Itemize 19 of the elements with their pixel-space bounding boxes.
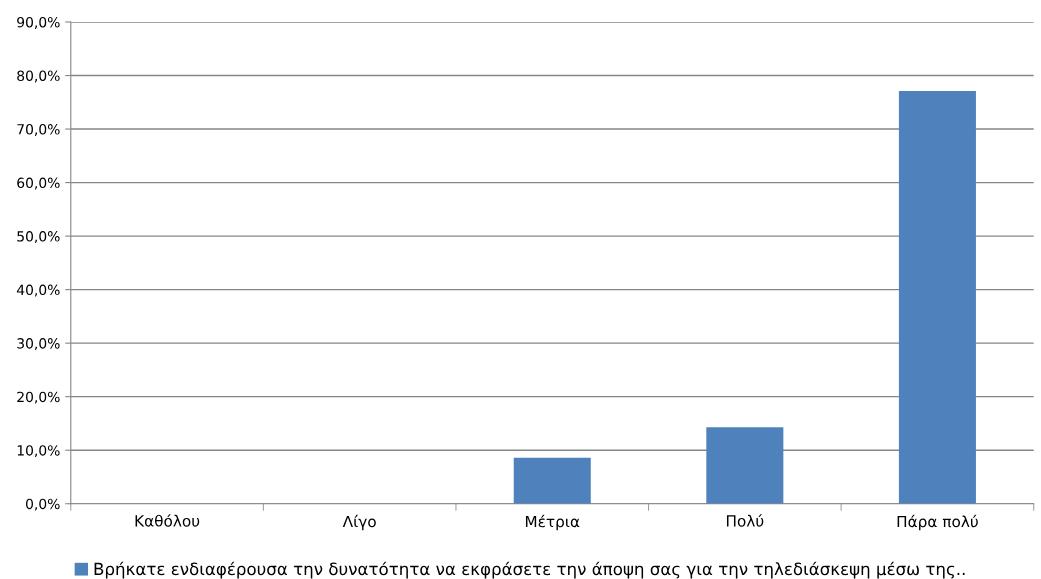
x-tick-label: Πολύ	[726, 514, 764, 527]
y-tick-label: 10,0%	[17, 445, 60, 458]
y-tick-label: 30,0%	[17, 338, 60, 351]
y-tick-label: 90,0%	[17, 16, 60, 29]
bar	[898, 91, 976, 504]
x-tick-label: Καθόλου	[135, 514, 200, 527]
y-tick-label: 60,0%	[17, 177, 60, 190]
legend-label: Βρήκατε ενδιαφέρουσα την δυνατότητα να εκφράσετε την άποψη σας για την τηλεδιάσκεψη μέσω της..	[94, 561, 965, 579]
y-tick-label: 40,0%	[16, 284, 60, 297]
y-tick-label: 0,0%	[26, 498, 60, 511]
y-tick-label: 50,0%	[17, 231, 60, 243]
bar	[513, 457, 591, 504]
x-tick-label: Μέτρια	[525, 514, 580, 531]
y-tick-label: 70,0%	[17, 124, 60, 136]
x-tick-label: Πάρα πολύ	[897, 514, 978, 531]
y-tick-label: 80,0%	[17, 70, 60, 83]
bar	[706, 427, 784, 504]
y-tick-label: 20,0%	[17, 391, 60, 404]
x-tick-label: Λίγο	[342, 514, 376, 531]
